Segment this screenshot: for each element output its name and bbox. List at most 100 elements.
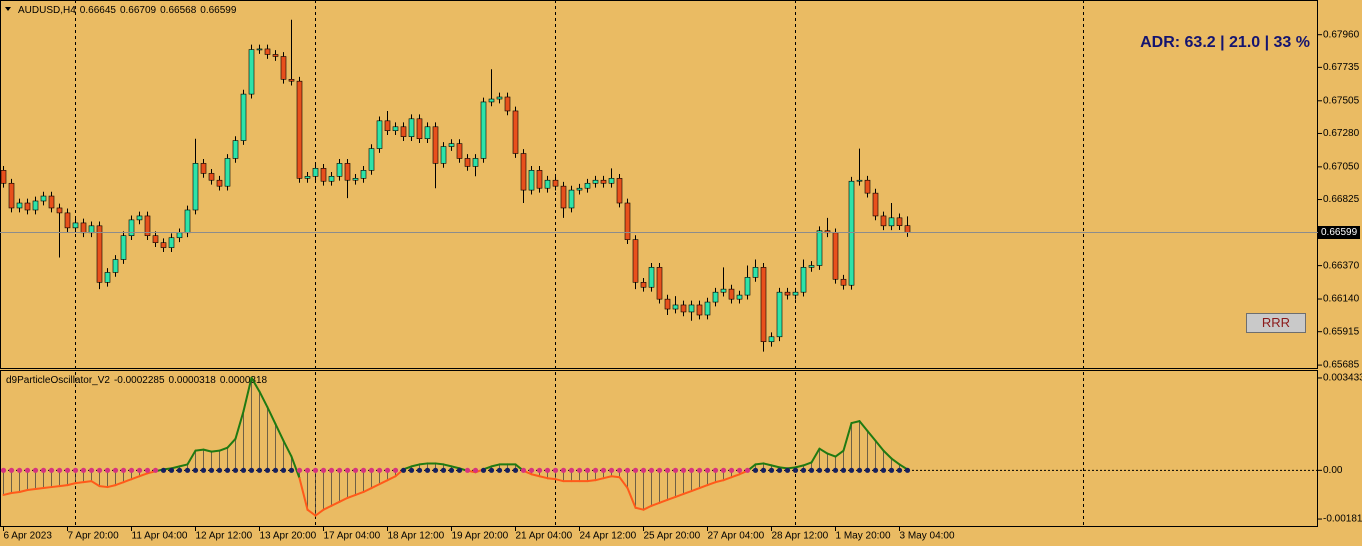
candle-body (512, 110, 519, 154)
signal-dot (232, 467, 239, 473)
oscillator-segment (690, 487, 701, 493)
y-tick-label: 0.67050 (1323, 162, 1360, 173)
oscillator-segment (50, 485, 61, 489)
x-tick-label: 18 Apr 12:00 (388, 531, 445, 542)
button-frame[interactable] (1246, 313, 1306, 333)
button-label[interactable]: RRR (1262, 315, 1290, 330)
signal-dot (64, 467, 71, 473)
oscillator-segment (674, 492, 685, 498)
candle-body (848, 180, 855, 286)
signal-dot (80, 467, 87, 473)
candle-body (344, 163, 351, 181)
histogram (3, 377, 908, 516)
candle-body (112, 259, 119, 273)
candle-body (88, 225, 95, 234)
x-tick-label: 25 Apr 20:00 (644, 531, 701, 542)
candle-body (528, 170, 535, 191)
candle-body (104, 272, 111, 283)
candle-body (256, 48, 263, 51)
signal-dot (32, 467, 39, 473)
candle-body (24, 202, 31, 211)
oscillator-segment (90, 480, 101, 488)
signal-dot (280, 467, 287, 473)
candle-body (440, 146, 447, 164)
oscillator-segment (418, 462, 429, 466)
oscillator-segment (410, 463, 421, 468)
oscillator-segment (10, 490, 21, 494)
candle-body (272, 54, 279, 57)
oscillator-segment (290, 455, 301, 480)
oscillator-segment (546, 477, 557, 481)
candle-body (760, 267, 767, 343)
signal-dot (720, 467, 727, 473)
candle-body (856, 179, 863, 182)
oscillator-segment (610, 475, 621, 479)
signal-dot (8, 467, 15, 473)
signal-dot (872, 467, 879, 473)
candle-body (656, 267, 663, 300)
oscillator-segment (330, 500, 341, 507)
candle-body (520, 153, 527, 191)
signal-dot (504, 467, 511, 473)
oscillator-segment (634, 506, 645, 511)
signal-dot (528, 467, 535, 473)
oscillator-segment (298, 477, 309, 511)
oscillator-segment (618, 476, 629, 490)
candle-body (376, 120, 383, 149)
y-tick-label: 0.67735 (1323, 62, 1360, 73)
signal-dot (176, 467, 183, 473)
candle-body (584, 182, 591, 189)
candle-body (744, 277, 751, 296)
signal-dot (240, 467, 247, 473)
signal-dot (888, 467, 895, 473)
signal-dot (288, 467, 295, 473)
signal-dot (864, 467, 871, 473)
signal-dot (424, 467, 431, 473)
signal-dot (784, 467, 791, 473)
signal-dot (56, 467, 63, 473)
oscillator-segment (138, 472, 149, 478)
oscillator-segment (106, 484, 117, 489)
rrr-button[interactable]: RRR (1246, 313, 1306, 333)
candle-body (224, 158, 231, 187)
candle-body (904, 225, 911, 233)
oscillator-panel-border (0, 370, 1318, 527)
signal-dot (560, 467, 567, 473)
candle-body (792, 291, 799, 296)
signal-dot (400, 467, 407, 473)
candle-body (144, 215, 151, 237)
signal-dot (272, 467, 279, 473)
signal-dot (88, 467, 95, 473)
candle-body (896, 217, 903, 226)
signal-dot (472, 467, 479, 473)
oscillator-segment (114, 481, 125, 487)
candle-body (16, 202, 23, 209)
candle-body (248, 49, 255, 95)
signal-dot (112, 467, 119, 473)
oscillator-segment (858, 420, 869, 432)
signal-dot (344, 467, 351, 473)
signal-dot (648, 467, 655, 473)
oscillator-segment (874, 439, 885, 452)
signal-dot (664, 467, 671, 473)
oscillator-segment (650, 501, 661, 507)
candle-body (48, 195, 55, 209)
signal-dot (0, 467, 7, 473)
candle-body (696, 304, 703, 316)
y-tick-label: 0.66825 (1323, 194, 1360, 205)
signal-dot (328, 467, 335, 473)
oscillator-segment (42, 486, 53, 490)
oscillator-segment (762, 462, 773, 467)
candle-body (448, 143, 455, 147)
indicator-value: 0.0000318 (169, 375, 217, 386)
main-panel-border (0, 0, 1318, 369)
oscillator-segment (186, 449, 197, 466)
menu-triangle[interactable] (5, 7, 11, 11)
oscillator-segment (66, 482, 77, 487)
signal-dot (336, 467, 343, 473)
candle-body (720, 288, 727, 293)
oscillator-segment (866, 429, 877, 442)
oscillator-segment (18, 489, 29, 493)
candle-body (280, 56, 287, 80)
